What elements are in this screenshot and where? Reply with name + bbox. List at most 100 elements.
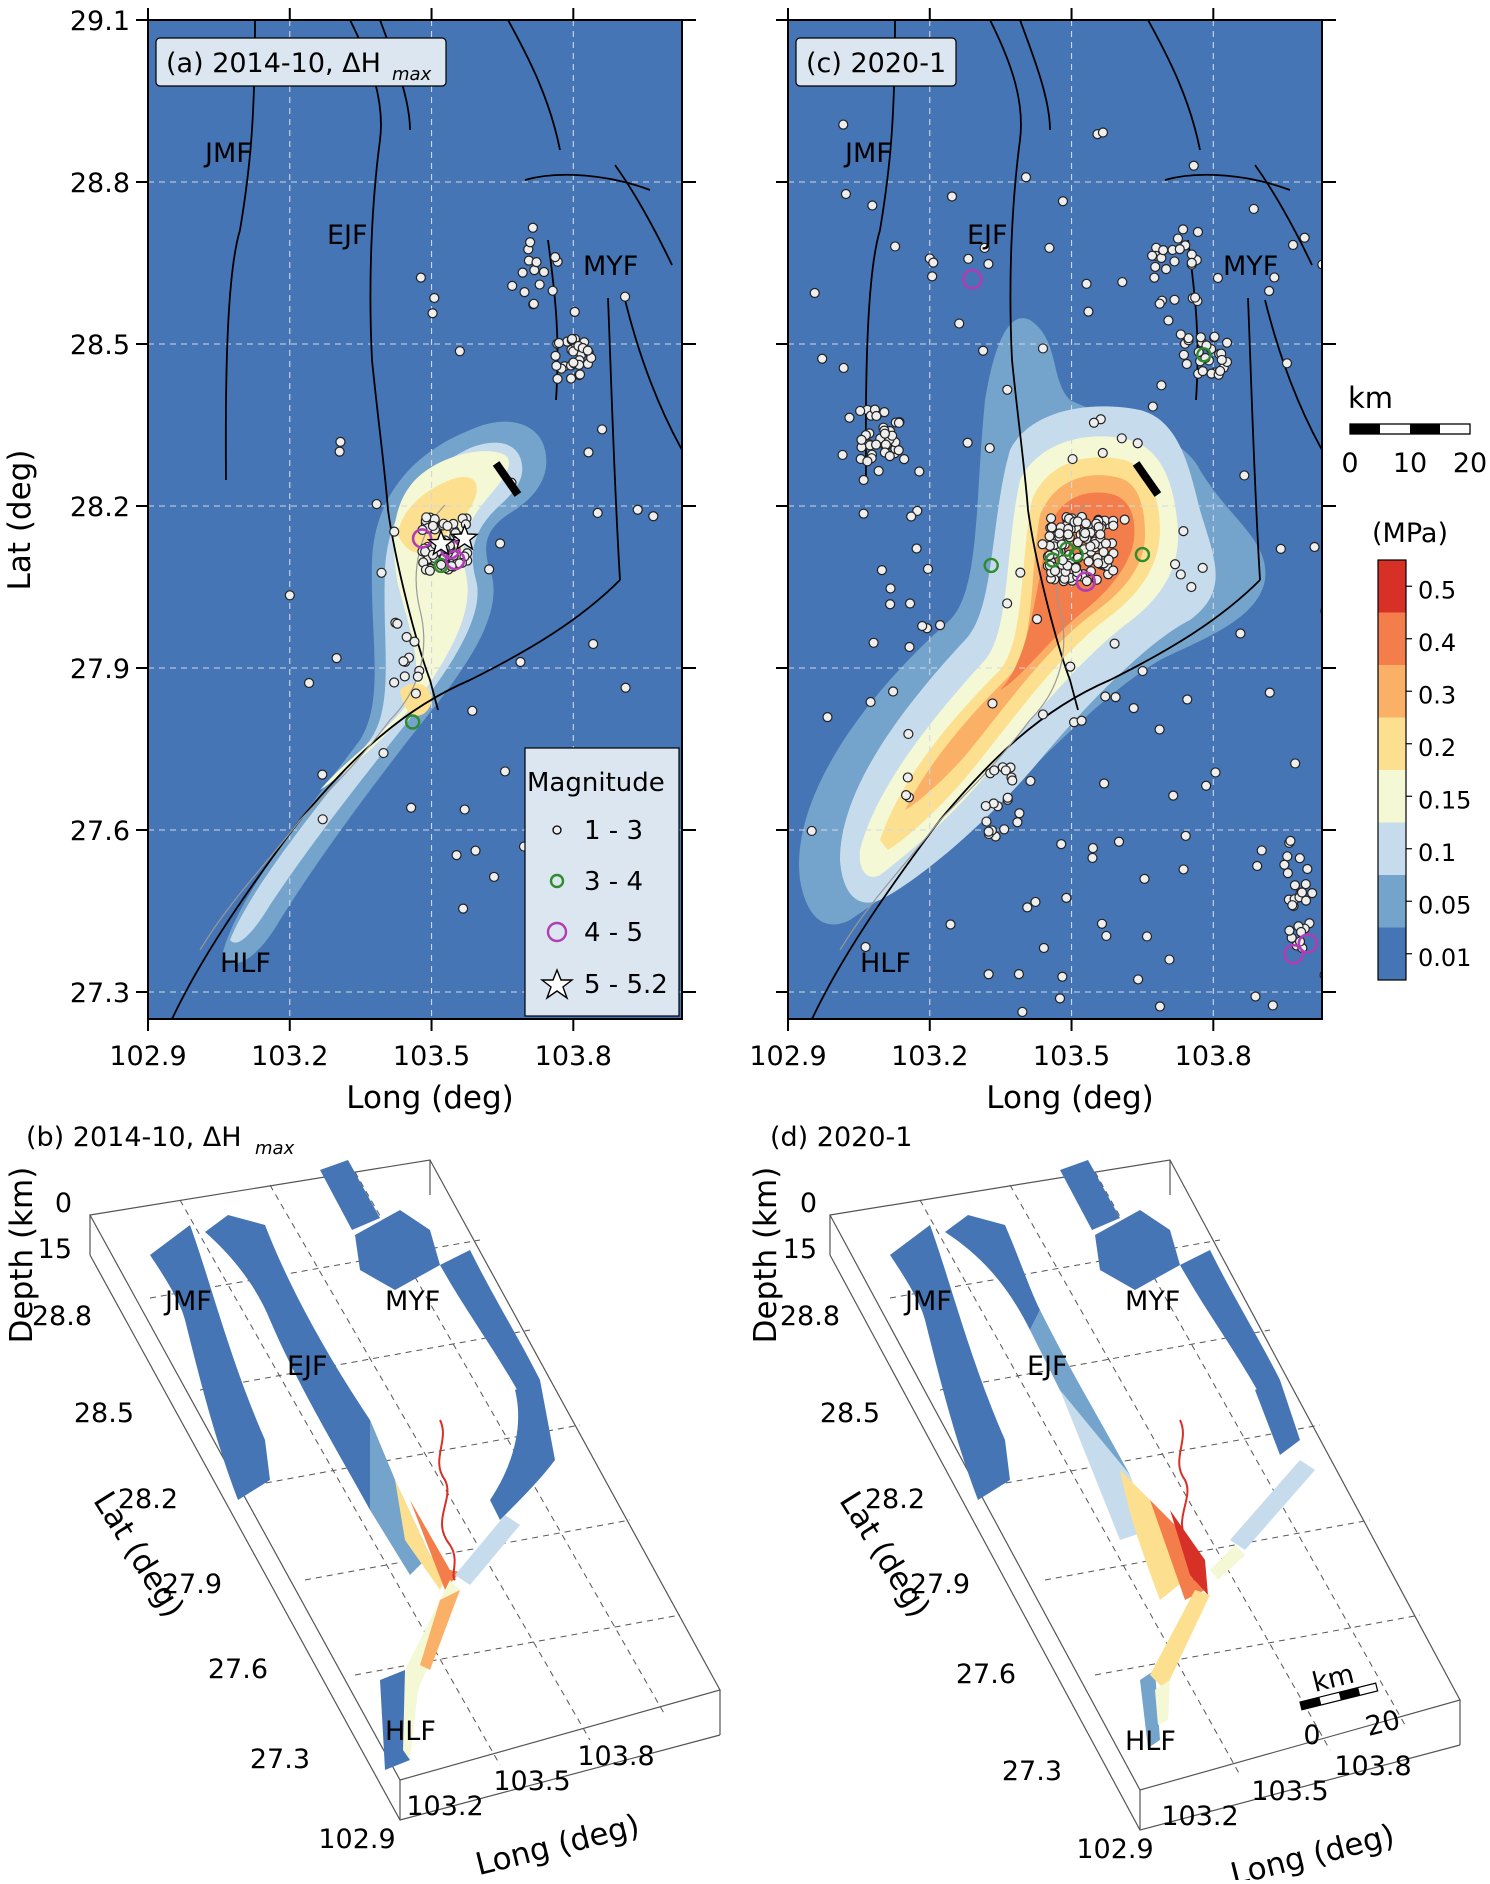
event-m1-3 (1154, 724, 1165, 735)
event-m1-3 (424, 565, 435, 576)
tick-label: 102.9 (318, 1824, 395, 1855)
fault-myf-4 (1264, 299, 1322, 451)
colorbar-segment (1378, 875, 1406, 928)
panel-b-3d: (b) 2014-10, ΔH max JM (4, 1122, 721, 1883)
event-m1-3 (867, 200, 878, 211)
panel-c-map: (c) 2020-1 JMF EJF MYF HLF 102.9 103.2 103… (749, 8, 1336, 1116)
panel-a-title-box: (a) 2014-10, ΔH max (155, 37, 447, 87)
fault-hlf-surface (1140, 1670, 1160, 1748)
legend-marker (539, 968, 575, 1000)
event-m1-3 (1186, 249, 1197, 260)
event-m1-3 (911, 543, 922, 554)
event-m1-3 (515, 656, 526, 668)
colorbar-frame (1377, 559, 1407, 981)
event-m1-3 (620, 682, 631, 693)
event-m1-3 (855, 405, 866, 417)
event-m1-3 (865, 696, 876, 708)
fault-myf-surface-4 (1255, 1380, 1300, 1455)
tick-label: 102.9 (749, 1041, 826, 1072)
event-m1-3 (588, 638, 599, 650)
panel-d-title: (d) 2020-1 (770, 1122, 912, 1153)
fault-ejf (349, 20, 439, 711)
event-m1-3 (1072, 516, 1083, 527)
event-m1-3 (1275, 543, 1286, 554)
event-m1-3 (1072, 537, 1083, 548)
event-m1-3 (987, 698, 998, 709)
event-m1-3 (1044, 531, 1055, 542)
event-m1-3 (1061, 892, 1072, 903)
panel-b-faults (150, 1160, 555, 1770)
fault-misc-3 (614, 164, 673, 266)
event-m1-3 (1087, 852, 1098, 864)
panel-b-box (89, 1159, 721, 1821)
event-m4-5 (444, 549, 466, 571)
colorbar: (MPa) 0.5 0.4 0.3 0.2 0.15 0.1 0.05 0.01 (1372, 518, 1471, 981)
event-m1-3 (1101, 930, 1112, 942)
event-m1-3 (1083, 556, 1094, 567)
tick-label: 15 (783, 1234, 817, 1265)
colorbar-label: 0.01 (1418, 944, 1471, 972)
event-m1-3 (983, 826, 994, 837)
event-m1-3 (574, 369, 586, 380)
scalebar-tick: 20 (1453, 448, 1487, 479)
panel-d-yticks: 28.8 28.5 28.2 27.9 27.6 27.3 (780, 1301, 1062, 1787)
colorbar-segment (1378, 822, 1406, 875)
panel-c-faults (811, 20, 1322, 1019)
fault-myf-surface-2 (1095, 1210, 1180, 1290)
event-m1-3 (1099, 778, 1110, 789)
event-m1-3 (1113, 836, 1125, 847)
event-m1-3 (927, 271, 938, 282)
event-m1-3 (550, 251, 561, 263)
event-m1-3 (1221, 337, 1233, 348)
event-m1-3 (1324, 401, 1333, 410)
event-m1-3 (409, 636, 420, 647)
event-m1-3 (1180, 830, 1191, 842)
event-m1-3 (1015, 567, 1026, 578)
event-m1-3 (868, 637, 879, 648)
event-m1-3 (1154, 1001, 1166, 1012)
event-m1-3 (459, 804, 470, 815)
event-m1-3 (1087, 842, 1099, 854)
event-m1-3 (1317, 259, 1322, 270)
fault-myf-surface-4 (490, 1380, 555, 1520)
event-m1-3 (1164, 954, 1175, 965)
event-m1-3 (1252, 860, 1263, 872)
event-m1-3 (1045, 513, 1057, 524)
event-m1-3 (1017, 1006, 1028, 1018)
event-m1-3 (1299, 232, 1310, 243)
event-m1-3 (1216, 354, 1227, 366)
event-m1-3 (1080, 518, 1092, 529)
panel-d-zlabel: Depth (km) (748, 1167, 784, 1344)
panel-c-title-box: (c) 2020-1 (795, 37, 957, 87)
event-m1-3 (488, 871, 500, 883)
event-m1-3 (547, 285, 558, 296)
tick-label: 102.9 (1076, 1834, 1153, 1865)
colorbar-label: 0.5 (1418, 576, 1456, 604)
rupture-trace (1178, 1419, 1196, 1581)
fault-label: JMF (843, 138, 892, 169)
event-m1-3 (906, 511, 917, 522)
event-m1-3 (389, 677, 400, 688)
event-m1-3 (1141, 931, 1153, 942)
event-m1-3 (1181, 358, 1192, 370)
event-m1-3 (809, 287, 820, 299)
event-m1-3 (427, 520, 439, 532)
event-m1-3 (1000, 765, 1011, 776)
event-m1-3 (1030, 896, 1041, 908)
event-m1-3 (531, 257, 542, 268)
fault-myf-surface-3 (1180, 1250, 1280, 1395)
event-m1-3 (837, 449, 848, 461)
tick-label: 103.2 (891, 1041, 968, 1072)
event-m1-3 (1235, 628, 1246, 639)
event-m1-3 (1186, 581, 1197, 593)
tick-label: 27.3 (1002, 1756, 1062, 1787)
event-m1-3 (454, 346, 465, 357)
panel-a-faults (171, 20, 682, 1019)
panel-b-zticks: 0 15 (38, 1188, 72, 1265)
rupture-trace (438, 1419, 456, 1581)
fault-ejf-stress-3 (1120, 1470, 1185, 1600)
fault-label: JMF (203, 138, 252, 169)
event-m1-3 (928, 257, 939, 268)
fault-jmf (864, 20, 896, 481)
event-m1-3 (1284, 925, 1295, 936)
